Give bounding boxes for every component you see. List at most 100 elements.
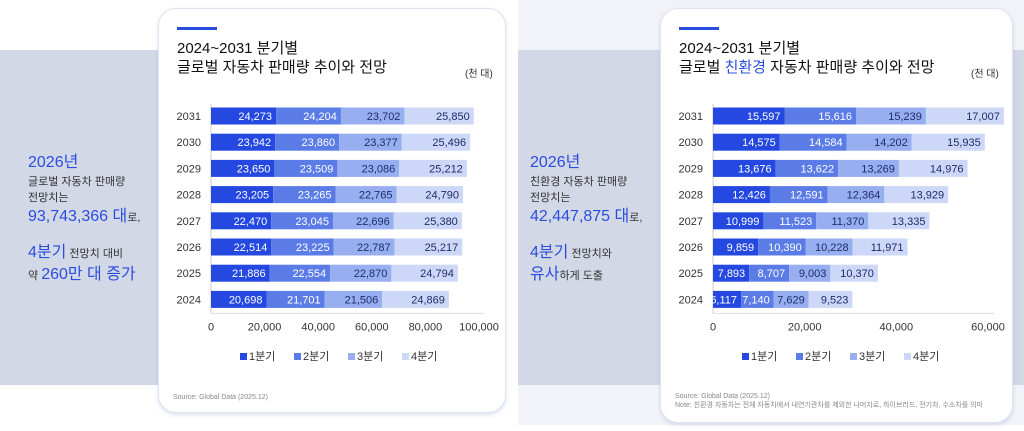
data-label: 25,380 bbox=[424, 216, 458, 228]
bar-segment-q3 bbox=[773, 290, 809, 308]
bar-segment-q4 bbox=[852, 238, 908, 256]
bar-segment-q4 bbox=[391, 264, 458, 282]
bar-segment-q2 bbox=[273, 186, 336, 204]
data-label: 12,426 bbox=[732, 190, 766, 202]
data-label: 23,205 bbox=[236, 190, 270, 202]
legend-label: 2분기 bbox=[303, 350, 329, 363]
bar-segment-q4 bbox=[830, 264, 878, 282]
bar-segment-q4 bbox=[911, 133, 985, 151]
legend-swatch-q2 bbox=[796, 353, 803, 360]
data-label: 10,228 bbox=[815, 242, 849, 254]
summary-line: 전망치는 bbox=[530, 192, 571, 204]
bar-segment-q4 bbox=[401, 133, 471, 151]
data-label: 9,859 bbox=[727, 242, 755, 254]
y-tick-label: 2029 bbox=[679, 163, 703, 175]
y-tick-label: 2030 bbox=[679, 137, 703, 149]
bar-segment-q2 bbox=[271, 212, 333, 230]
bar-segment-q4 bbox=[925, 107, 1004, 125]
data-label: 25,212 bbox=[429, 163, 463, 175]
title-accent-bar bbox=[679, 27, 719, 30]
data-label: 7,629 bbox=[777, 294, 805, 306]
data-label: 25,217 bbox=[425, 242, 459, 254]
legend-swatch-q3 bbox=[850, 353, 857, 360]
data-label: 22,514 bbox=[234, 242, 268, 254]
data-label: 13,622 bbox=[800, 163, 834, 175]
summary-suffix: 로, bbox=[127, 212, 141, 224]
left-chart-card: 2024~2031 분기별 글로벌 자동차 판매량 추이와 전망 (천 대) So… bbox=[158, 8, 506, 413]
x-tick-label: 40,000 bbox=[301, 321, 335, 333]
bar-segment-q3 bbox=[846, 133, 912, 151]
bar-segment-q3 bbox=[816, 212, 869, 230]
bar-segment-q2 bbox=[763, 212, 817, 230]
bar-segment-q3 bbox=[332, 212, 394, 230]
bar-segment-q1 bbox=[211, 186, 274, 204]
summary-text: 전망치와 bbox=[568, 248, 612, 260]
bar-segment-q1 bbox=[713, 264, 750, 282]
unit-label: (천 대) bbox=[465, 69, 493, 80]
legend-swatch-q2 bbox=[294, 353, 301, 360]
bar-segment-q1 bbox=[211, 133, 276, 151]
data-label: 10,390 bbox=[768, 242, 802, 254]
summary-text: 전망치 대비 bbox=[66, 248, 124, 260]
summary-line: 글로벌 자동차 판매량 bbox=[28, 176, 126, 188]
bar-segment-q4 bbox=[394, 238, 463, 256]
bar-segment-q4 bbox=[868, 212, 930, 230]
bar-segment-q1 bbox=[211, 264, 270, 282]
legend-swatch-q1 bbox=[240, 353, 247, 360]
source-note: Source: Global Data (2025.12) Note: 친환경 자… bbox=[675, 393, 983, 409]
data-label: 12,364 bbox=[847, 190, 881, 202]
x-tick-label: 0 bbox=[710, 321, 716, 333]
data-label: 14,575 bbox=[742, 137, 776, 149]
x-tick-label: 20,000 bbox=[788, 321, 822, 333]
y-tick-label: 2028 bbox=[679, 190, 703, 202]
bar-segment-q1 bbox=[713, 212, 764, 230]
legend-swatch-q3 bbox=[348, 353, 355, 360]
data-label: 23,045 bbox=[295, 216, 329, 228]
summary-quarter: 4분기 bbox=[530, 244, 569, 261]
legend-swatch-q4 bbox=[402, 353, 409, 360]
y-tick-label: 2031 bbox=[679, 111, 703, 123]
bar-segment-q4 bbox=[382, 290, 449, 308]
data-label: 8,707 bbox=[758, 268, 786, 280]
legend-label: 3분기 bbox=[859, 350, 885, 363]
data-label: 23,860 bbox=[301, 137, 335, 149]
y-tick-label: 2029 bbox=[177, 163, 201, 175]
y-tick-label: 2027 bbox=[679, 216, 703, 228]
data-label: 22,696 bbox=[356, 216, 390, 228]
legend-label: 1분기 bbox=[751, 350, 777, 363]
x-tick-label: 100,000 bbox=[459, 321, 499, 333]
y-tick-label: 2025 bbox=[177, 268, 201, 280]
data-label: 23,086 bbox=[362, 163, 396, 175]
bar-segment-q2 bbox=[784, 107, 857, 125]
bar-segment-q2 bbox=[749, 264, 790, 282]
bar-segment-q1 bbox=[211, 238, 272, 256]
data-label: 15,597 bbox=[747, 111, 781, 123]
bar-segment-q2 bbox=[779, 133, 847, 151]
summary-text: 약 bbox=[28, 270, 42, 282]
data-label: 22,470 bbox=[234, 216, 268, 228]
bar-segment-q2 bbox=[266, 290, 325, 308]
bar-segment-q4 bbox=[884, 186, 949, 204]
bar-segment-q2 bbox=[775, 159, 839, 177]
y-tick-label: 2030 bbox=[177, 137, 201, 149]
bar-segment-q2 bbox=[269, 264, 331, 282]
bar-segment-q3 bbox=[333, 238, 395, 256]
bar-segment-q2 bbox=[274, 159, 338, 177]
summary-quarter: 4분기 bbox=[28, 244, 67, 261]
data-label: 17,007 bbox=[966, 111, 1000, 123]
data-label: 9,003 bbox=[799, 268, 827, 280]
bar-segment-q4 bbox=[898, 159, 968, 177]
data-label: 11,971 bbox=[871, 242, 904, 254]
bar-segment-q4 bbox=[808, 290, 853, 308]
summary-value: 93,743,366 대 bbox=[28, 208, 128, 225]
title-accent-bar bbox=[177, 27, 217, 30]
bar-segment-q3 bbox=[827, 186, 885, 204]
y-tick-label: 2024 bbox=[177, 294, 201, 306]
data-label: 12,591 bbox=[790, 190, 824, 202]
x-tick-label: 60,000 bbox=[971, 321, 1005, 333]
bar-segment-q1 bbox=[713, 107, 785, 125]
summary-value: 42,447,875 대 bbox=[530, 208, 630, 225]
bar-segment-q3 bbox=[340, 107, 405, 125]
data-label: 21,701 bbox=[287, 294, 321, 306]
